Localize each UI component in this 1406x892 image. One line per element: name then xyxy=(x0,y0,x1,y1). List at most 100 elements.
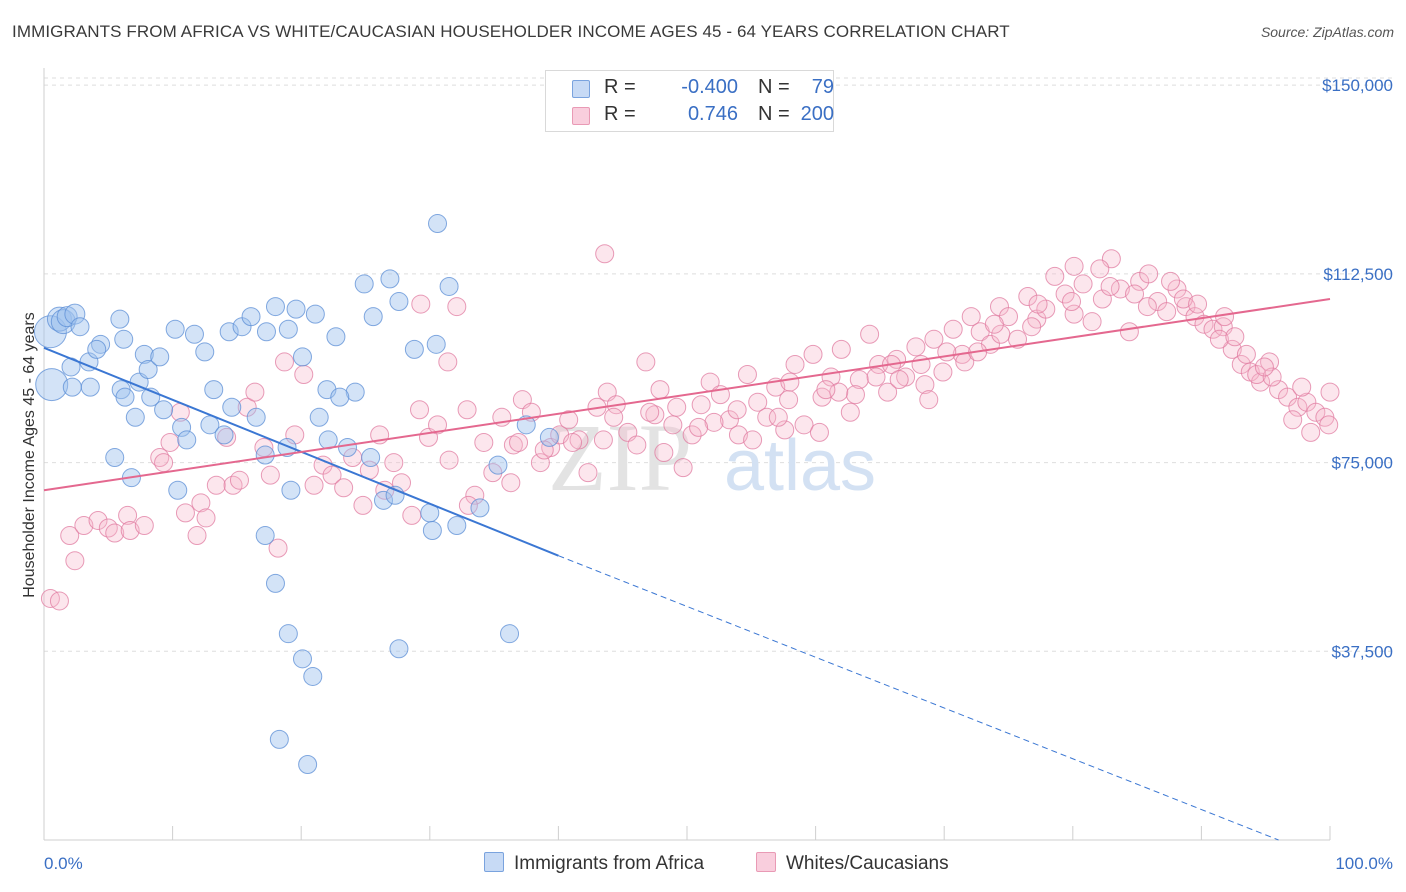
data-point xyxy=(88,510,108,530)
data-point xyxy=(578,463,598,483)
y-tick-label: $75,000 xyxy=(1332,454,1393,473)
data-point xyxy=(91,334,111,354)
data-point xyxy=(49,591,69,611)
data-point xyxy=(105,523,125,543)
data-point xyxy=(337,437,357,457)
data-point xyxy=(539,427,559,447)
data-point xyxy=(241,307,261,327)
data-point xyxy=(354,274,374,294)
data-point xyxy=(840,402,860,422)
data-point xyxy=(500,624,520,644)
data-point xyxy=(303,666,323,686)
trend-line-whites xyxy=(43,298,1331,492)
data-point xyxy=(704,412,724,432)
data-point xyxy=(105,448,125,468)
data-point xyxy=(937,342,957,362)
data-point xyxy=(65,551,85,571)
data-point xyxy=(465,485,485,505)
data-point xyxy=(636,352,656,372)
data-point xyxy=(281,480,301,500)
data-point xyxy=(809,422,829,442)
grid-lines xyxy=(44,77,1395,652)
data-point xyxy=(278,319,298,339)
data-point xyxy=(330,387,350,407)
bottom-legend-africa[interactable]: Immigrants from Africa xyxy=(484,852,704,875)
data-point xyxy=(1188,294,1208,314)
data-point xyxy=(154,400,174,420)
data-point xyxy=(150,347,170,367)
data-point xyxy=(256,322,276,342)
y-tick-label: $112,500 xyxy=(1323,265,1393,284)
data-point xyxy=(906,337,926,357)
data-point xyxy=(501,473,521,493)
data-point xyxy=(438,352,458,372)
bottom-legend-swatch-africa xyxy=(484,852,504,872)
x-tick-label: 100.0% xyxy=(1335,854,1393,873)
data-point xyxy=(118,505,138,525)
data-point xyxy=(775,420,795,440)
data-point xyxy=(663,415,683,435)
chart-title: IMMIGRANTS FROM AFRICA VS WHITE/CAUCASIA… xyxy=(12,22,1010,41)
data-point xyxy=(474,432,494,452)
data-point xyxy=(298,755,318,775)
data-point xyxy=(1167,279,1187,299)
watermark-atlas: atlas xyxy=(724,426,876,506)
data-point xyxy=(816,380,836,400)
data-point xyxy=(503,435,523,455)
data-point xyxy=(353,495,373,515)
data-point xyxy=(404,339,424,359)
data-point xyxy=(559,410,579,430)
legend-n-label: N = xyxy=(758,103,790,125)
data-point xyxy=(1222,339,1242,359)
data-point xyxy=(125,407,145,427)
data-point xyxy=(217,427,237,447)
data-point xyxy=(204,380,224,400)
data-point xyxy=(719,410,739,430)
data-point xyxy=(1119,322,1139,342)
data-point xyxy=(984,314,1004,334)
data-point xyxy=(1161,271,1181,291)
data-point xyxy=(375,480,395,500)
data-point xyxy=(457,400,477,420)
legend-r-label: R = xyxy=(604,76,636,98)
data-point xyxy=(915,375,935,395)
data-point xyxy=(278,624,298,644)
data-point xyxy=(219,322,239,342)
data-point xyxy=(1082,312,1102,332)
data-point xyxy=(1055,284,1075,304)
data-point xyxy=(654,443,674,463)
trend-lines xyxy=(43,298,1331,841)
data-point xyxy=(1247,365,1267,385)
data-point xyxy=(516,415,536,435)
data-point xyxy=(1278,387,1298,407)
data-point xyxy=(380,269,400,289)
data-point xyxy=(426,334,446,354)
data-point xyxy=(1125,284,1145,304)
data-point xyxy=(991,324,1011,344)
y-axis-title: Householder Income Ages 45 - 64 years xyxy=(21,312,38,598)
data-point xyxy=(305,304,325,324)
data-point xyxy=(1064,256,1084,276)
data-point xyxy=(470,498,490,518)
data-point xyxy=(196,508,216,528)
data-point xyxy=(961,307,981,327)
data-point xyxy=(35,368,69,402)
data-point xyxy=(172,417,192,437)
bottom-legend-whites[interactable]: Whites/Caucasians xyxy=(756,852,949,875)
data-point xyxy=(866,367,886,387)
data-point xyxy=(363,307,383,327)
data-point xyxy=(831,339,851,359)
legend-n-value: 79 xyxy=(811,76,834,98)
trend-line-africa-extrapolated xyxy=(558,555,1279,841)
data-point xyxy=(757,407,777,427)
data-point xyxy=(785,354,805,374)
data-point xyxy=(593,430,613,450)
data-point xyxy=(223,475,243,495)
legend-swatch-whites xyxy=(572,107,590,125)
data-point xyxy=(728,425,748,445)
data-point xyxy=(1262,367,1282,387)
data-point xyxy=(509,432,529,452)
data-point xyxy=(691,395,711,415)
data-point xyxy=(184,324,204,344)
